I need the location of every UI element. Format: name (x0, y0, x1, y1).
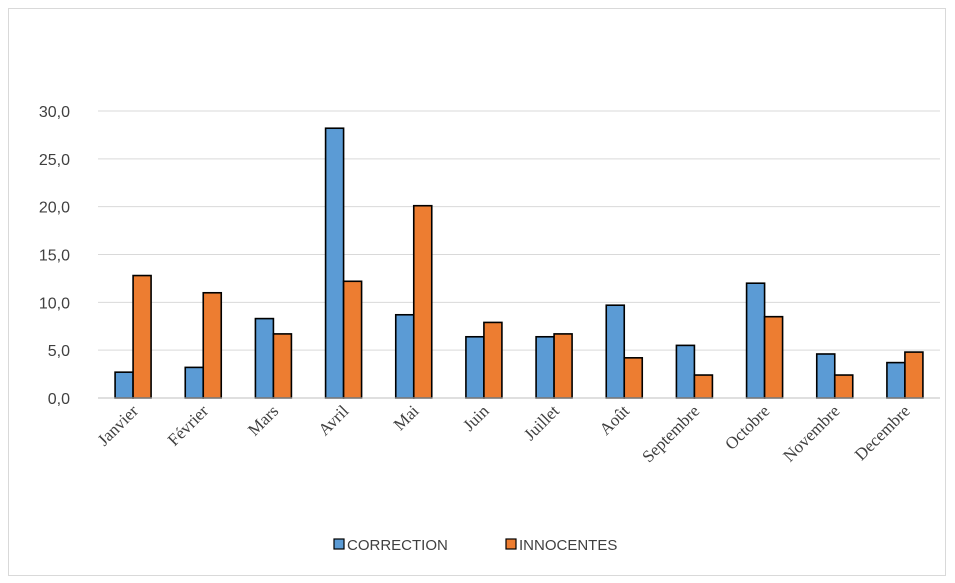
bar-innocentes-10 (833, 374, 854, 399)
bar-innocentes-9 (763, 315, 784, 399)
legend: CORRECTION INNOCENTES (333, 537, 617, 554)
x-tick-label: Octobre (721, 401, 773, 453)
bar-correction-5 (465, 335, 485, 399)
x-tick-label: Novembre (779, 401, 843, 465)
bar-correction-3 (324, 127, 345, 399)
bar-innocentes-6 (553, 333, 573, 399)
legend-label-correction: CORRECTION (347, 537, 448, 554)
x-tick-label: Decembre (851, 401, 914, 464)
bar-correction-4 (394, 313, 415, 399)
x-tick-label: Septembre (638, 401, 703, 466)
gridlines (98, 110, 940, 351)
chart-frame: 0,0 5,0 10,0 15,0 20,0 25,0 30,0 Janvier Févrie… (8, 8, 946, 576)
legend-swatch-innocentes (505, 538, 517, 550)
bar-innocentes-3 (342, 280, 363, 399)
x-tick-label: Janvier (94, 401, 142, 449)
x-tick-label: Février (164, 401, 212, 449)
bar-correction-7 (605, 304, 626, 399)
bar-chart: 0,0 5,0 10,0 15,0 20,0 25,0 30,0 Janvier Févrie… (39, 104, 940, 554)
bar-correction-11 (886, 361, 906, 399)
bar-innocentes-8 (693, 374, 714, 399)
y-tick-label: 0,0 (48, 391, 70, 408)
y-tick-label: 15,0 (39, 248, 70, 265)
bar-correction-6 (535, 335, 555, 399)
bar-correction-10 (815, 353, 836, 399)
x-tick-label: Juin (459, 401, 493, 435)
legend-label-innocentes: INNOCENTES (519, 537, 617, 554)
x-tick-label: Août (596, 401, 634, 439)
bar-innocentes-2 (272, 333, 293, 399)
x-tick-label: Mars (244, 401, 282, 439)
y-tick-label: 25,0 (39, 152, 70, 169)
y-tick-label: 20,0 (39, 200, 70, 217)
y-tick-label: 10,0 (39, 295, 70, 312)
y-tick-label: 30,0 (39, 104, 70, 121)
y-axis-ticks: 0,0 5,0 10,0 15,0 20,0 25,0 30,0 (39, 104, 70, 408)
bar-innocentes-11 (904, 351, 924, 399)
x-tick-label: Mai (390, 401, 423, 434)
bar-innocentes-0 (132, 274, 152, 399)
y-tick-label: 5,0 (48, 343, 70, 360)
bar-correction-2 (254, 317, 275, 399)
bars (114, 127, 924, 399)
bar-correction-0 (114, 371, 134, 399)
bar-innocentes-7 (623, 357, 644, 399)
bar-correction-1 (184, 366, 205, 399)
legend-swatch-correction (333, 538, 345, 550)
bar-innocentes-1 (202, 291, 223, 399)
x-tick-label: Juillet (520, 401, 563, 444)
bar-innocentes-4 (412, 204, 433, 399)
bar-correction-9 (745, 282, 766, 399)
bar-innocentes-5 (483, 321, 503, 399)
x-tick-label: Avril (314, 401, 352, 439)
bar-correction-8 (675, 344, 696, 399)
x-axis-ticks: Janvier Février Mars Avril Mai Juin Juillet Aoû… (94, 401, 914, 466)
